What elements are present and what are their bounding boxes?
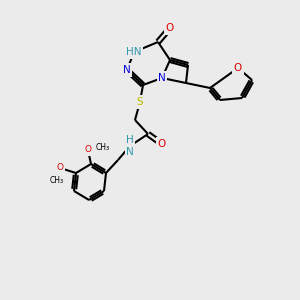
Text: O: O (166, 23, 174, 33)
Text: H
N: H N (126, 135, 134, 157)
Text: HN: HN (126, 47, 142, 57)
Text: CH₃: CH₃ (96, 142, 110, 152)
Text: O: O (56, 164, 64, 172)
Text: O: O (85, 146, 92, 154)
Text: N: N (158, 73, 166, 83)
Text: CH₃: CH₃ (50, 176, 64, 185)
Text: N: N (123, 65, 131, 75)
Text: S: S (137, 97, 143, 107)
Text: O: O (234, 63, 242, 73)
Text: O: O (158, 139, 166, 149)
